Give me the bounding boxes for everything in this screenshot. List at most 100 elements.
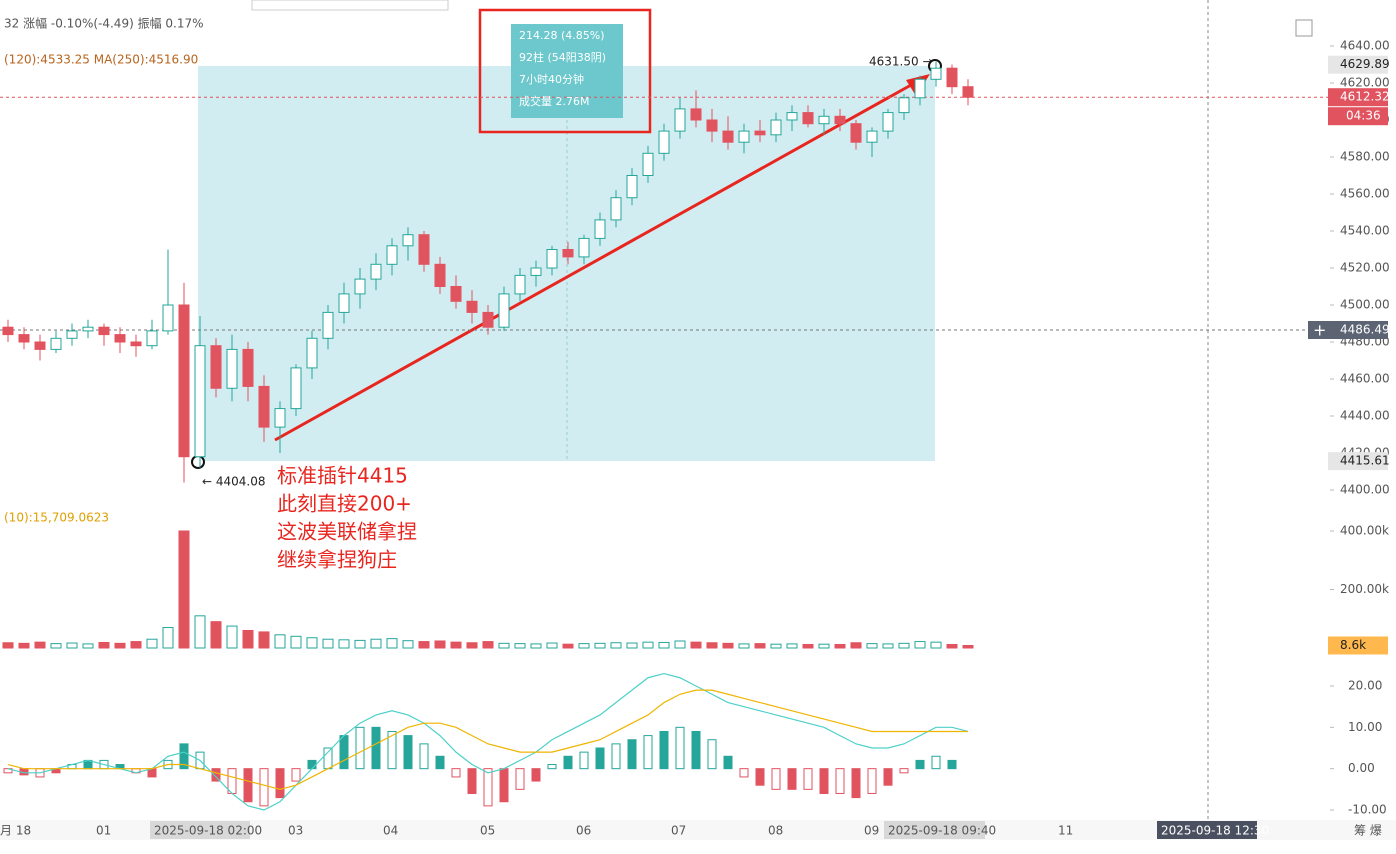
volume-bar: [514, 643, 526, 649]
macd-bar: [499, 768, 509, 803]
candle-body: [50, 337, 62, 350]
volume-bar: [178, 530, 190, 649]
y-tick-label: 4520.00: [1340, 261, 1390, 275]
volume-bar: [434, 640, 446, 649]
x-tick-label: 07: [671, 824, 686, 838]
candle-body: [210, 345, 222, 389]
y-tick-label: 4540.00: [1340, 224, 1390, 238]
highlight-box: [478, 8, 652, 134]
macd-bar: [531, 768, 541, 782]
toolbar[interactable]: [251, 0, 449, 11]
macd-bar: [355, 726, 365, 770]
volume-bar: [418, 641, 430, 649]
volume-bar: [738, 643, 750, 649]
macd-bar: [867, 768, 877, 794]
low-marker: [191, 455, 205, 469]
candle-body: [450, 286, 462, 302]
candle-body: [178, 304, 190, 458]
x-tick-label: 月 18: [0, 824, 31, 838]
candle-body: [274, 408, 286, 428]
price-label-box: [1328, 452, 1388, 471]
candle-body: [930, 67, 942, 80]
volume-bar: [578, 643, 590, 649]
candle-body: [226, 348, 238, 389]
macd-bar: [787, 768, 797, 790]
macd-bar: [835, 768, 845, 794]
macd-bar: [899, 768, 909, 774]
x-label-box: [1157, 821, 1257, 839]
macd-bar: [179, 743, 189, 770]
candle-body: [546, 249, 558, 269]
volume-bar: [18, 642, 30, 649]
volume-bar: [50, 643, 62, 649]
candle-body: [706, 119, 718, 132]
volume-bar: [834, 643, 846, 649]
candle-body: [466, 300, 478, 313]
high-label: 4631.50 →: [869, 55, 933, 69]
volume-bar: [226, 625, 238, 649]
macd-bar: [595, 747, 605, 770]
volume-bar: [98, 641, 110, 649]
candle-body: [98, 326, 110, 336]
candle-body: [770, 119, 782, 136]
candle-body: [946, 67, 958, 88]
y-tick-label: 4500.00: [1340, 298, 1390, 312]
candle-body: [386, 245, 398, 265]
candle-body: [258, 385, 270, 428]
candle-body: [482, 311, 494, 328]
volume-bar: [802, 643, 814, 649]
volume-bar: [594, 642, 606, 649]
macd-bar: [243, 768, 253, 803]
y-tick-label: 400.00k: [1340, 524, 1389, 538]
volume-bar: [786, 643, 798, 649]
volume-bar: [338, 639, 350, 649]
candle-body: [370, 263, 382, 280]
candle-body: [354, 278, 366, 295]
candle-body: [594, 219, 606, 239]
volume-bar: [114, 642, 126, 649]
candle-body: [610, 197, 622, 221]
volume-bar: [258, 631, 270, 649]
macd-bar: [915, 759, 925, 770]
x-label-box: [150, 821, 250, 839]
volume-bar: [450, 641, 462, 649]
candle-body: [498, 293, 510, 328]
ma-text: (120):4533.25 MA(250):4516.90: [4, 53, 198, 67]
volume-bar: [194, 615, 206, 649]
volume-bar: [930, 641, 942, 649]
volume-bar: [146, 638, 158, 649]
expand-button[interactable]: [1295, 19, 1313, 37]
macd-bar: [579, 751, 589, 770]
y-tick-label: 4620.00: [1340, 76, 1390, 90]
candle-body: [162, 304, 174, 332]
volume-bar: [882, 643, 894, 649]
note-text: 标准插针4415: [277, 464, 408, 488]
price-label: 8.6k: [1340, 638, 1366, 652]
candle-body: [626, 175, 638, 199]
macd-bar: [723, 755, 733, 770]
macd-bar: [627, 739, 637, 770]
volume-bar: [210, 621, 222, 649]
plus-button[interactable]: [1308, 320, 1328, 339]
volume-bar: [66, 642, 78, 649]
volume-bar: [2, 642, 14, 649]
header-text: 32 涨幅 -0.10%(-4.49) 振幅 0.17%: [4, 16, 204, 31]
x-tick-label: 2025-09-18 09:40: [888, 824, 996, 838]
candle-body: [754, 130, 766, 136]
y-tick-label: 0.00: [1348, 761, 1375, 775]
volume-bar: [690, 641, 702, 649]
macd-bar: [275, 768, 285, 799]
y-tick-label: 4400.00: [1340, 483, 1390, 497]
y-tick-label: 200.00k: [1340, 582, 1389, 596]
volume-bar: [242, 629, 254, 649]
macd-bar: [707, 739, 717, 770]
macd-bar: [547, 764, 557, 770]
volume-bar: [482, 641, 494, 649]
macd-bar: [435, 755, 445, 770]
y-tick-label: 4440.00: [1340, 409, 1390, 423]
measure-text: 214.28 (4.85%): [519, 29, 605, 42]
candle-body: [850, 123, 862, 143]
x-tick-label: 2025-09-18 12:30: [1161, 824, 1269, 838]
vol-text: (10):15,709.0623: [4, 511, 109, 525]
x-tick-label: 05: [480, 824, 495, 838]
